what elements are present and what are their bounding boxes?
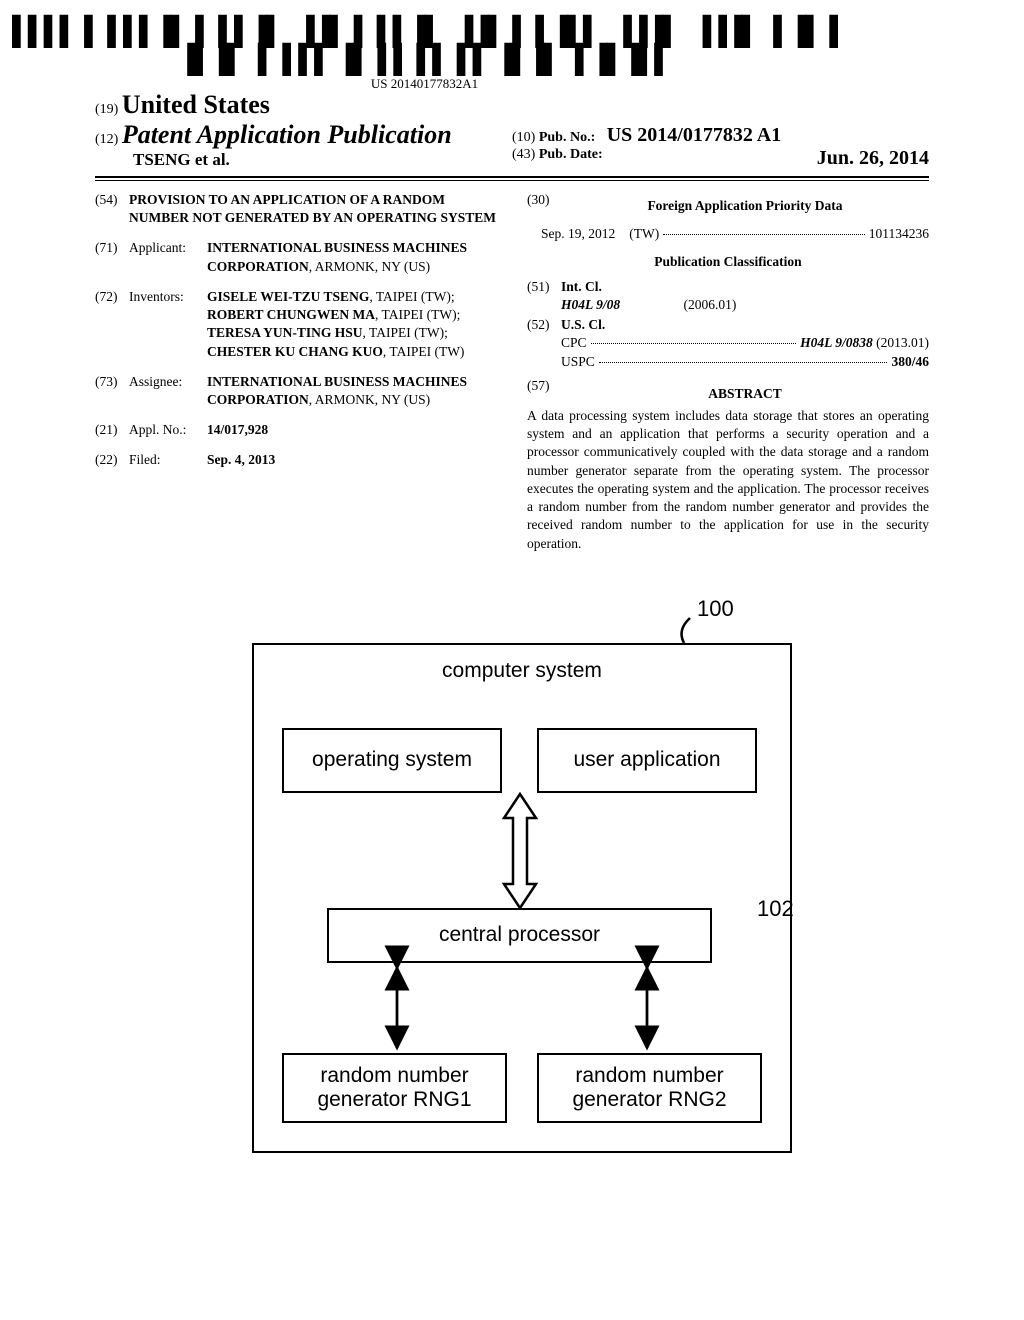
ref-102: 102	[757, 896, 794, 922]
label-computer-system: computer system	[442, 659, 602, 683]
figure-wrap: 100 computer system operating system	[95, 608, 929, 1158]
inventors-body: GISELE WEI-TZU TSENG, TAIPEI (TW); ROBER…	[207, 288, 497, 361]
applicant-label: Applicant:	[129, 239, 207, 275]
field-num-30: (30)	[527, 191, 561, 221]
barcode-block: ▌▌▌▌▐ ▌▌▌▐▌▐ ▌▌▐▌ ▐▐▌▐ ▌▌▐▌ ▐▐▌▐ ▌▐▌▌ ▐▐…	[0, 18, 849, 92]
uscl-body: U.S. Cl. CPC H04L 9/0838 (2013.01) USPC …	[561, 316, 929, 371]
pubno-line: (10) Pub. No.: US 2014/0177832 A1	[512, 124, 929, 147]
field-num-73: (73)	[95, 373, 129, 409]
label-central-processor: central processor	[439, 923, 600, 947]
uspc-label: USPC	[561, 353, 595, 371]
field-num-52: (52)	[527, 316, 561, 371]
right-column: (30) Foreign Application Priority Data S…	[527, 191, 929, 553]
field-num-71: (71)	[95, 239, 129, 275]
pub-classification-head: Publication Classification	[527, 253, 929, 271]
barcode-graphic: ▌▌▌▌▐ ▌▌▌▐▌▐ ▌▌▐▌ ▐▐▌▐ ▌▌▐▌ ▐▐▌▐ ▌▐▌▌ ▐▐…	[0, 18, 849, 74]
filed-value: Sep. 4, 2013	[207, 451, 497, 469]
doc-kind: Patent Application Publication	[122, 120, 452, 149]
applno-value: 14/017,928	[207, 421, 497, 439]
label-os: operating system	[312, 748, 472, 772]
assignee-addr: , ARMONK, NY (US)	[309, 392, 430, 407]
field-73: (73) Assignee: INTERNATIONAL BUSINESS MA…	[95, 373, 497, 409]
field-num-57: (57)	[527, 377, 561, 407]
field-num-51: (51)	[527, 278, 561, 314]
box-os: operating system	[282, 728, 502, 793]
cpc-value: H04L 9/0838	[800, 335, 873, 350]
pubdate-value: Jun. 26, 2014	[817, 147, 929, 170]
pubdate-label: Pub. Date:	[539, 147, 603, 162]
intcl-label: Int. Cl.	[561, 278, 929, 296]
dot-leader	[591, 343, 797, 344]
field-num-54: (54)	[95, 191, 129, 227]
foreign-priority-line: Sep. 19, 2012 (TW) 101134236	[541, 225, 929, 243]
applicant-addr: , ARMONK, NY (US)	[309, 259, 430, 274]
field-30: (30) Foreign Application Priority Data	[527, 191, 929, 221]
patent-page: ▌▌▌▌▐ ▌▌▌▐▌▐ ▌▌▐▌ ▐▐▌▐ ▌▌▐▌ ▐▐▌▐ ▌▐▌▌ ▐▐…	[0, 0, 1024, 1320]
assignee-label: Assignee:	[129, 373, 207, 409]
cpc-label: CPC	[561, 334, 587, 352]
uscl-label: U.S. Cl.	[561, 316, 929, 334]
intcl-body: Int. Cl. H04L 9/08 (2006.01)	[561, 278, 929, 314]
priority-cc: (TW)	[629, 225, 659, 243]
priority-date: Sep. 19, 2012	[541, 225, 615, 243]
field-num-72: (72)	[95, 288, 129, 361]
field-54: (54) PROVISION TO AN APPLICATION OF A RA…	[95, 191, 497, 227]
field-num-19: (19)	[95, 102, 118, 117]
country-name: United States	[122, 90, 270, 119]
field-num-43: (43)	[512, 147, 535, 162]
field-num-12: (12)	[95, 132, 118, 147]
field-51: (51) Int. Cl. H04L 9/08 (2006.01)	[527, 278, 929, 314]
uspc-value: 380/46	[891, 353, 929, 371]
box-central-processor: central processor	[327, 908, 712, 963]
cpc-date: (2013.01)	[873, 335, 929, 350]
field-num-21: (21)	[95, 421, 129, 439]
box-user-app: user application	[537, 728, 757, 793]
header-rule-thin	[95, 180, 929, 181]
applno-label: Appl. No.:	[129, 421, 207, 439]
label-rng2-l2: generator RNG2	[572, 1088, 726, 1112]
bibliographic-columns: (54) PROVISION TO AN APPLICATION OF A RA…	[95, 191, 929, 553]
pubno-label: Pub. No.:	[539, 130, 595, 145]
field-21: (21) Appl. No.: 14/017,928	[95, 421, 497, 439]
field-num-22: (22)	[95, 451, 129, 469]
assignee-body: INTERNATIONAL BUSINESS MACHINES CORPORAT…	[207, 373, 497, 409]
barcode-text: US 20140177832A1	[0, 76, 849, 92]
kind-line: (12) Patent Application Publication	[95, 120, 512, 150]
left-column: (54) PROVISION TO AN APPLICATION OF A RA…	[95, 191, 497, 553]
priority-appno: 101134236	[869, 225, 929, 243]
invention-title: PROVISION TO AN APPLICATION OF A RANDOM …	[129, 191, 497, 227]
field-72: (72) Inventors: GISELE WEI-TZU TSENG, TA…	[95, 288, 497, 361]
authors-line: TSENG et al.	[133, 150, 512, 170]
label-rng2-l1: random number	[575, 1064, 723, 1088]
ref-100: 100	[697, 596, 734, 622]
header-rule-thick	[95, 176, 929, 178]
intcl-code: H04L 9/08	[561, 297, 620, 312]
pubdate-line: (43) Pub. Date: Jun. 26, 2014	[512, 147, 929, 170]
filed-label: Filed:	[129, 451, 207, 469]
field-num-10: (10)	[512, 130, 535, 145]
field-22: (22) Filed: Sep. 4, 2013	[95, 451, 497, 469]
label-rng1-l2: generator RNG1	[317, 1088, 471, 1112]
box-rng2: random number generator RNG2	[537, 1053, 762, 1123]
abstract-text: A data processing system includes data s…	[527, 407, 929, 553]
label-user-app: user application	[573, 748, 720, 772]
intcl-date: (2006.01)	[684, 297, 737, 312]
dot-leader	[599, 362, 888, 363]
field-57-head: (57) ABSTRACT	[527, 377, 929, 407]
label-rng1-l1: random number	[320, 1064, 468, 1088]
inventors-label: Inventors:	[129, 288, 207, 361]
header-block: (19) United States (12) Patent Applicati…	[95, 90, 929, 181]
field-71: (71) Applicant: INTERNATIONAL BUSINESS M…	[95, 239, 497, 275]
field-52: (52) U.S. Cl. CPC H04L 9/0838 (2013.01) …	[527, 316, 929, 371]
country-line: (19) United States	[95, 90, 512, 120]
box-rng1: random number generator RNG1	[282, 1053, 507, 1123]
figure-1: 100 computer system operating system	[192, 608, 832, 1158]
foreign-priority-head: Foreign Application Priority Data	[561, 197, 929, 215]
dot-leader	[663, 234, 865, 235]
abstract-head: ABSTRACT	[561, 385, 929, 403]
applicant-body: INTERNATIONAL BUSINESS MACHINES CORPORAT…	[207, 239, 497, 275]
pubno-value: US 2014/0177832 A1	[607, 124, 781, 146]
